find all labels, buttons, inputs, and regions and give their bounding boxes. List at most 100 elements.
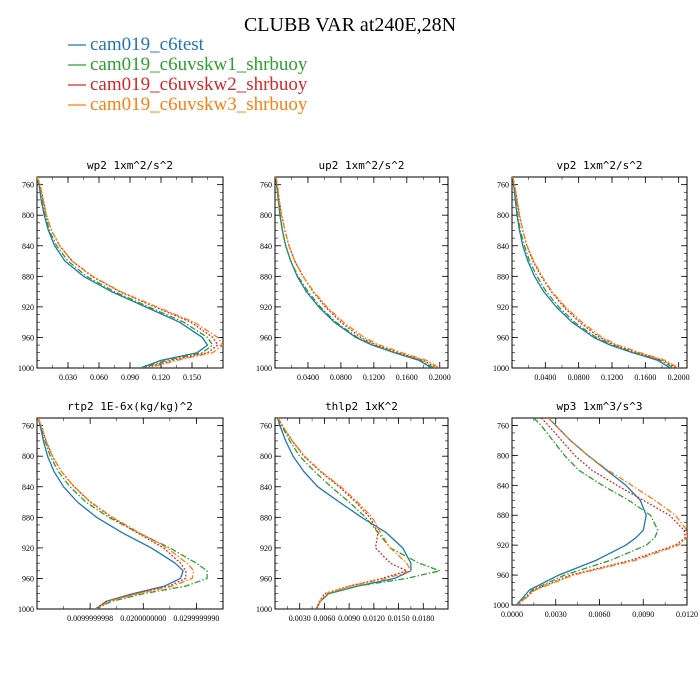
x-tick-label: 0.0800 <box>568 373 590 382</box>
y-tick-label: 960 <box>497 333 509 342</box>
y-tick-label: 880 <box>497 511 509 520</box>
x-tick-label: 0.1600 <box>396 373 418 382</box>
y-tick-label: 840 <box>22 483 34 492</box>
x-tick-label: 0.2000 <box>429 373 451 382</box>
y-tick-label: 760 <box>260 181 272 190</box>
plot-frame <box>36 176 224 369</box>
x-tick-label: 0.0000 <box>501 610 523 619</box>
y-tick-label: 800 <box>497 451 509 460</box>
y-tick-label: 880 <box>260 272 272 281</box>
figure-title: CLUBB VAR at240E,28N <box>244 14 456 36</box>
y-tick-label: 760 <box>260 422 272 431</box>
x-tick-label: 0.0400 <box>297 373 319 382</box>
y-tick-label: 800 <box>260 452 272 461</box>
series-line <box>276 418 441 609</box>
chart-panel: up2 1xm^2/s^2 760 800 840 880 920 960 1000 0.040… <box>256 159 451 382</box>
x-tick-label: 0.0299999990 <box>173 614 219 623</box>
x-tick-label: 0.0400 <box>534 373 556 382</box>
series-line <box>517 418 687 605</box>
series-line <box>512 177 678 368</box>
x-tick-label: 0.0800 <box>330 373 352 382</box>
chart-panel: wp2 1xm^2/s^2 760 800 840 880 920 960 1000 0.030… <box>18 159 224 382</box>
x-tick-label: 0.0030 <box>545 610 567 619</box>
legend-label: cam019_c6test <box>90 34 205 55</box>
y-tick-label: 920 <box>497 303 509 312</box>
plot-frame <box>274 176 449 369</box>
x-tick-label: 0.0200000000 <box>120 614 166 623</box>
x-tick-label: 0.0030 <box>289 614 311 623</box>
legend: cam019_c6testcam019_c6uvskw1_shrbuoycam0… <box>68 34 308 115</box>
legend-label: cam019_c6uvskw3_shrbuoy <box>90 94 308 115</box>
series-line <box>515 418 647 605</box>
y-tick-label: 920 <box>260 544 272 553</box>
y-tick-label: 880 <box>22 272 34 281</box>
y-tick-label: 920 <box>260 303 272 312</box>
y-tick-label: 800 <box>22 211 34 220</box>
x-tick-label: 0.1200 <box>363 373 385 382</box>
y-tick-label: 960 <box>22 574 34 583</box>
series-line <box>37 418 208 609</box>
x-tick-label: 0.090 <box>121 373 139 382</box>
panels: wp2 1xm^2/s^2 760 800 840 880 920 960 1000 0.030… <box>18 159 698 623</box>
series-line <box>275 177 435 368</box>
x-tick-label: 0.030 <box>59 373 77 382</box>
y-tick-label: 800 <box>497 211 509 220</box>
series-line <box>37 418 187 609</box>
x-tick-label: 0.1200 <box>601 373 623 382</box>
series-line <box>517 418 687 605</box>
y-tick-label: 840 <box>260 483 272 492</box>
y-tick-label: 880 <box>22 513 34 522</box>
y-tick-label: 1000 <box>256 605 272 614</box>
y-tick-label: 1000 <box>256 364 272 373</box>
chart-panel: rtp2 1E-6x(kg/kg)^2 760 800 840 880 920 960 100… <box>18 400 224 623</box>
legend-label: cam019_c6uvskw1_shrbuoy <box>90 54 308 75</box>
y-tick-label: 840 <box>22 242 34 251</box>
series-line <box>37 418 195 609</box>
y-tick-label: 760 <box>22 422 34 431</box>
series-line <box>37 177 209 368</box>
series-line <box>37 177 219 368</box>
x-tick-label: 0.0090 <box>338 614 360 623</box>
plot-frame <box>36 417 224 610</box>
series-line <box>276 418 412 609</box>
x-tick-label: 0.120 <box>152 373 170 382</box>
panel-title: wp3 1xm^3/s^3 <box>556 400 642 413</box>
x-tick-label: 0.0090 <box>632 610 654 619</box>
y-tick-label: 800 <box>260 211 272 220</box>
y-tick-label: 840 <box>497 481 509 490</box>
legend-label: cam019_c6uvskw2_shrbuoy <box>90 74 308 95</box>
series-line <box>517 418 659 605</box>
y-tick-label: 960 <box>497 571 509 580</box>
y-tick-label: 1000 <box>493 364 509 373</box>
x-tick-label: 0.0120 <box>676 610 698 619</box>
x-tick-label: 0.1600 <box>634 373 656 382</box>
chart-panel: wp3 1xm^3/s^3 760 800 840 880 920 960 10000.000… <box>493 400 698 619</box>
y-tick-label: 960 <box>260 333 272 342</box>
series-line <box>37 177 214 368</box>
y-tick-label: 920 <box>497 541 509 550</box>
y-tick-label: 880 <box>260 513 272 522</box>
series-line <box>275 177 432 368</box>
panel-title: rtp2 1E-6x(kg/kg)^2 <box>67 400 193 413</box>
y-tick-label: 760 <box>497 421 509 430</box>
x-tick-label: 0.150 <box>183 373 201 382</box>
y-tick-label: 880 <box>497 272 509 281</box>
panel-title: vp2 1xm^2/s^2 <box>556 159 642 172</box>
y-tick-label: 800 <box>22 452 34 461</box>
y-tick-label: 760 <box>22 181 34 190</box>
panel-title: wp2 1xm^2/s^2 <box>87 159 173 172</box>
series-line <box>277 418 412 609</box>
panel-title: thlp2 1xK^2 <box>325 400 398 413</box>
x-tick-label: 0.0060 <box>589 610 611 619</box>
plot-frame <box>511 417 688 606</box>
y-tick-label: 840 <box>260 242 272 251</box>
x-tick-label: 0.0180 <box>412 614 434 623</box>
y-tick-label: 920 <box>22 303 34 312</box>
x-tick-label: 0.060 <box>90 373 108 382</box>
y-tick-label: 840 <box>497 242 509 251</box>
series-line <box>512 177 671 368</box>
y-tick-label: 1000 <box>18 364 34 373</box>
y-tick-label: 1000 <box>493 601 509 610</box>
